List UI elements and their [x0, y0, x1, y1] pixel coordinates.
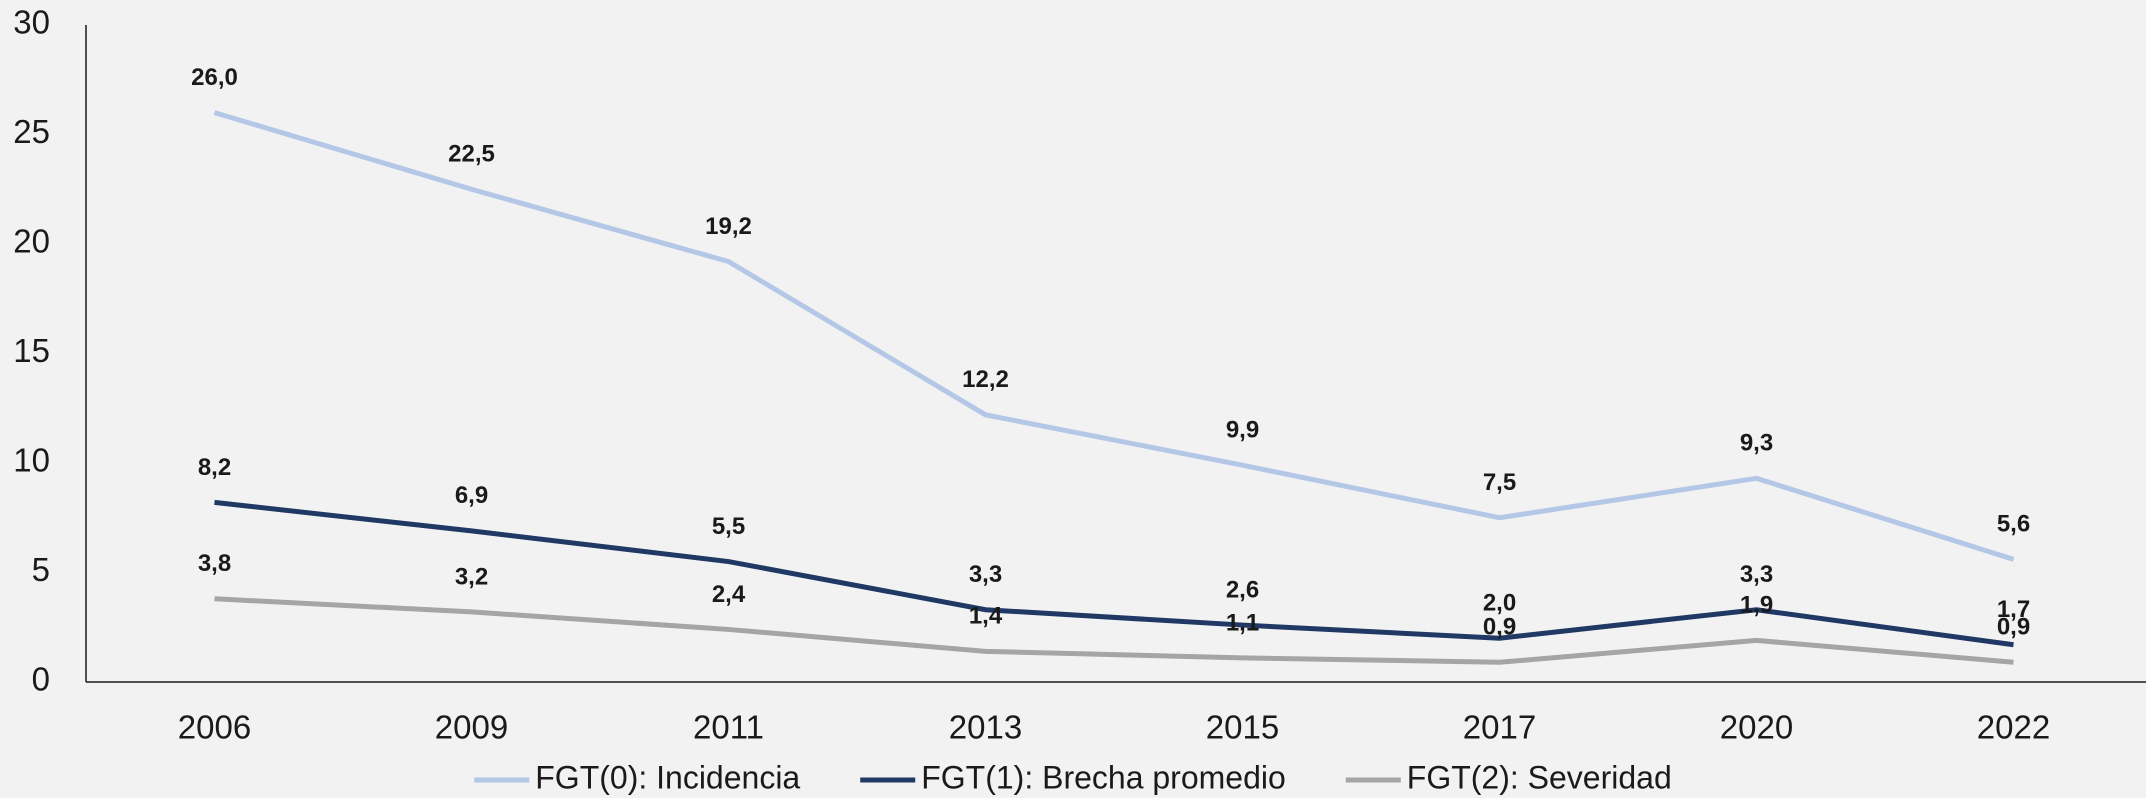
data-label: 1,4: [969, 603, 1003, 630]
x-tick-label: 2011: [693, 709, 764, 746]
data-label: 12,2: [962, 366, 1009, 393]
series-line: [213, 110, 2015, 562]
data-label: 2,0: [1483, 590, 1516, 617]
series-line: [214, 596, 2014, 665]
x-tick-label: 2013: [949, 709, 1022, 746]
data-label: 5,6: [1997, 511, 2030, 538]
data-label: 7,5: [1483, 469, 1516, 496]
data-label: 2,4: [712, 581, 746, 608]
data-label: 0,9: [1997, 614, 2030, 641]
data-label: 6,9: [455, 482, 488, 509]
x-tick-label: 2020: [1720, 709, 1793, 746]
x-tick-label: 2009: [435, 709, 508, 746]
data-label: 22,5: [448, 141, 495, 168]
y-tick-label: 25: [13, 113, 50, 150]
x-tick-label: 2017: [1463, 709, 1536, 746]
legend-label: FGT(1): Brecha promedio: [921, 759, 1286, 795]
data-label: 3,3: [969, 561, 1002, 588]
data-label: 19,2: [705, 213, 752, 240]
data-label: 0,9: [1483, 614, 1516, 641]
x-tick-label: 2022: [1977, 709, 2050, 746]
data-label: 1,1: [1226, 609, 1259, 636]
y-tick-label: 5: [32, 551, 50, 588]
data-label: 9,9: [1226, 417, 1259, 444]
data-label: 5,5: [712, 513, 745, 540]
x-tick-label: 2015: [1206, 709, 1279, 746]
data-label: 3,8: [198, 550, 231, 577]
data-label: 26,0: [191, 64, 238, 91]
y-tick-label: 20: [13, 223, 50, 260]
y-tick-label: 10: [13, 442, 50, 479]
legend-label: FGT(2): Severidad: [1407, 759, 1672, 795]
y-tick-label: 0: [32, 661, 50, 698]
y-tick-label: 15: [13, 332, 50, 369]
y-tick-label: 30: [13, 4, 50, 41]
data-label: 9,3: [1740, 430, 1773, 457]
data-label: 1,7: [1997, 596, 2030, 623]
legend-label: FGT(0): Incidencia: [535, 759, 800, 795]
series-line: [214, 499, 2014, 648]
data-label: 2,6: [1226, 576, 1259, 603]
data-label: 1,9: [1740, 592, 1773, 619]
data-label: 8,2: [198, 454, 231, 481]
x-tick-label: 2006: [178, 709, 251, 746]
data-label: 3,2: [455, 563, 488, 590]
data-label: 3,3: [1740, 561, 1773, 588]
